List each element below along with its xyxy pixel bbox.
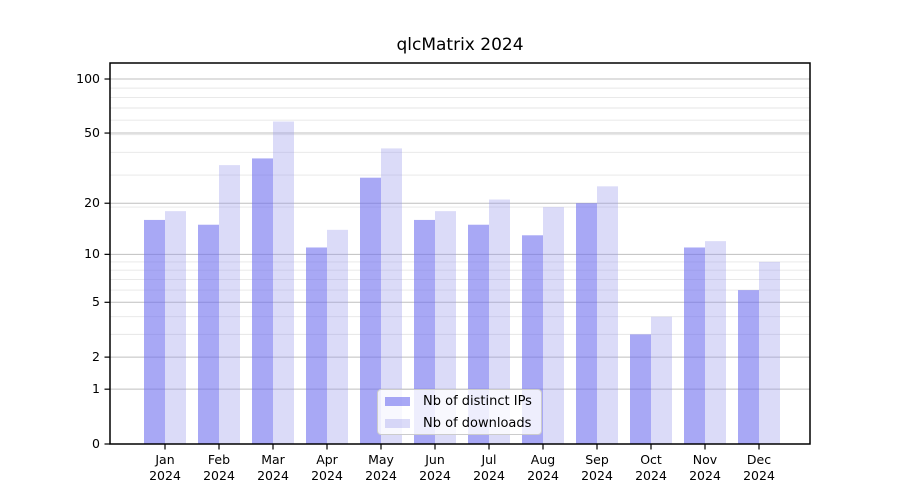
y-tick-label-50: 50 (84, 125, 100, 141)
x-tick-label-jan: Jan 2024 (149, 452, 181, 483)
bar-downloads-mar (273, 121, 294, 445)
bar-downloads-jan (165, 211, 186, 444)
legend-label-downloads: Nb of downloads (423, 415, 532, 431)
x-tick-label-oct: Oct 2024 (635, 452, 667, 483)
y-tick-label-20: 20 (84, 195, 100, 211)
bar-downloads-may (381, 148, 402, 444)
bar-distinct-ips-jun (414, 219, 435, 444)
bar-distinct-ips-feb (198, 224, 219, 444)
x-tick-label-sep: Sep 2024 (581, 452, 613, 483)
bar-downloads-dec (759, 261, 780, 444)
bar-distinct-ips-nov (684, 247, 705, 444)
y-tick-label-2: 2 (92, 349, 100, 365)
bar-downloads-oct (651, 316, 672, 444)
bar-downloads-feb (219, 165, 240, 445)
plot-frame (109, 62, 811, 445)
x-tick-label-may: May 2024 (365, 452, 397, 483)
legend-item-distinct-ips: Nb of distinct IPs (385, 392, 541, 411)
legend-label-distinct-ips: Nb of distinct IPs (423, 393, 532, 409)
legend-swatch-downloads (385, 418, 410, 428)
x-tick-label-mar: Mar 2024 (257, 452, 289, 483)
bar-distinct-ips-sep (576, 203, 597, 444)
bar-distinct-ips-apr (306, 247, 327, 444)
y-tick-label-0: 0 (92, 436, 100, 451)
x-tick-label-feb: Feb 2024 (203, 452, 235, 483)
bar-distinct-ips-mar (252, 158, 273, 444)
x-tick-label-jul: Jul 2024 (473, 452, 505, 483)
x-tick-label-jun: Jun 2024 (419, 452, 451, 483)
bar-downloads-jun (435, 211, 456, 444)
chart-title: qlcMatrix 2024 (396, 35, 524, 55)
bar-distinct-ips-dec (738, 290, 759, 444)
bar-downloads-apr (327, 229, 348, 444)
legend: Nb of distinct IPs Nb of downloads (377, 389, 542, 435)
bar-downloads-aug (543, 207, 564, 444)
y-tick-label-10: 10 (84, 246, 100, 262)
bar-distinct-ips-oct (630, 334, 651, 444)
legend-item-downloads: Nb of downloads (385, 414, 541, 433)
x-tick-label-dec: Dec 2024 (743, 452, 775, 483)
bar-downloads-nov (705, 241, 726, 444)
x-tick-label-aug: Aug 2024 (527, 452, 559, 483)
bar-distinct-ips-may (360, 177, 381, 444)
bar-downloads-jul (489, 199, 510, 444)
y-tick-label-5: 5 (92, 294, 100, 310)
legend-swatch-distinct-ips (385, 396, 410, 406)
y-tick-label-100: 100 (76, 71, 100, 86)
x-tick-label-apr: Apr 2024 (311, 452, 343, 483)
x-tick-label-nov: Nov 2024 (689, 452, 721, 483)
bar-downloads-sep (597, 186, 618, 444)
y-tick-label-1: 1 (92, 381, 100, 397)
bar-distinct-ips-jan (144, 219, 165, 444)
